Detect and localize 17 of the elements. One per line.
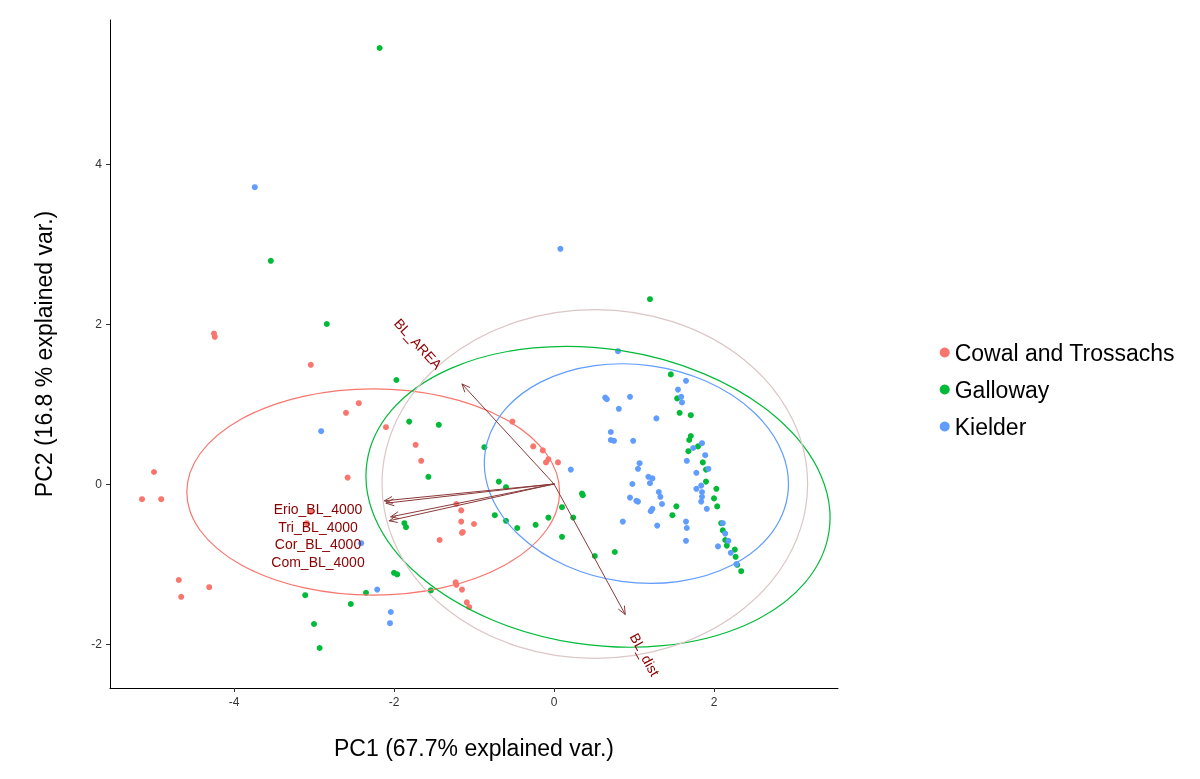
y-tick-label: -2 <box>91 637 103 651</box>
legend-label: Cowal and Trossachs <box>954 339 1175 366</box>
annotation: Cor_BL_4000 <box>274 536 362 553</box>
x-tick-label: 0 <box>550 695 558 709</box>
legend-label: Galloway <box>954 376 1050 403</box>
x-axis-title: PC1 (67.7% explained var.) <box>334 734 614 761</box>
annotation: Com_BL_4000 <box>271 553 365 570</box>
annotation: Tri_BL_4000 <box>278 518 359 535</box>
x-tick-label: -2 <box>388 695 400 709</box>
y-tick-label: 0 <box>95 477 103 491</box>
x-tick-label: 2 <box>710 695 718 709</box>
x-tick-label: -4 <box>228 695 240 709</box>
y-axis-title: PC2 (16.8 % explained var.) <box>30 210 57 498</box>
y-tick-label: 4 <box>95 157 103 171</box>
annotation: Erio_BL_4000 <box>273 501 363 518</box>
y-tick-label: 2 <box>95 317 103 331</box>
legend-label: Kielder <box>954 413 1027 440</box>
